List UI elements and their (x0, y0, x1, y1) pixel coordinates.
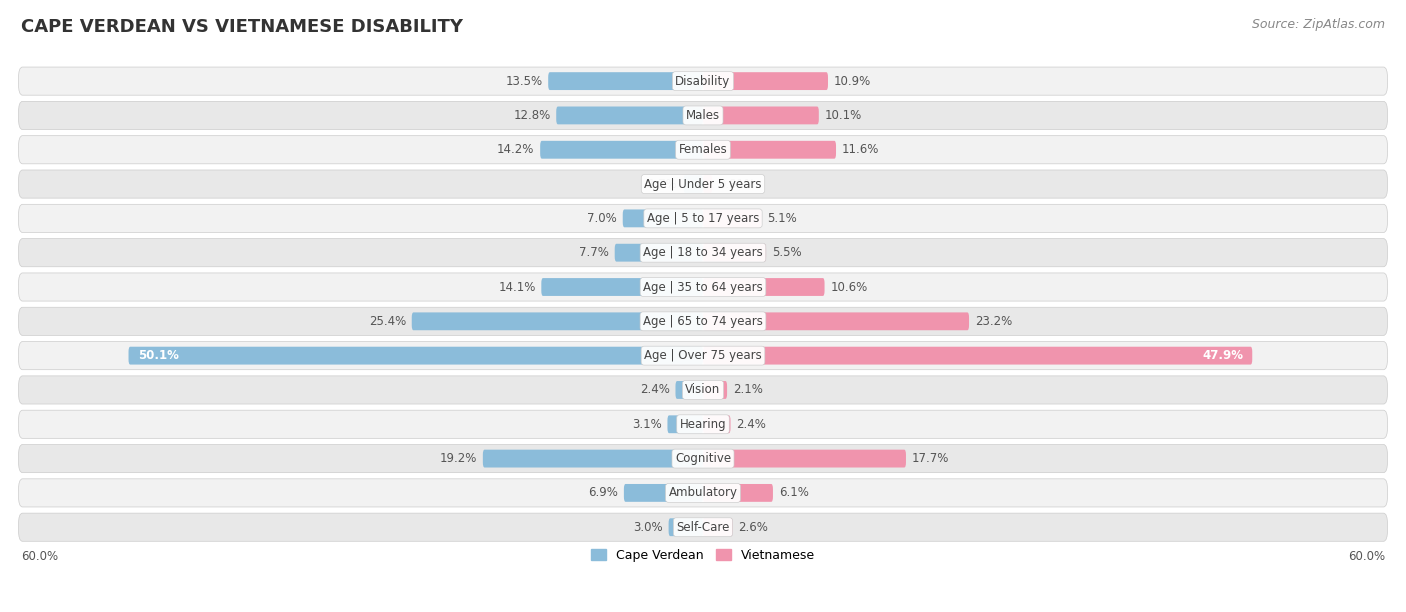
FancyBboxPatch shape (703, 106, 818, 124)
Text: Vision: Vision (685, 384, 721, 397)
FancyBboxPatch shape (18, 136, 1388, 164)
Text: 10.6%: 10.6% (831, 280, 868, 294)
Text: Age | 5 to 17 years: Age | 5 to 17 years (647, 212, 759, 225)
Text: 5.5%: 5.5% (772, 246, 801, 259)
Text: Source: ZipAtlas.com: Source: ZipAtlas.com (1251, 18, 1385, 31)
FancyBboxPatch shape (703, 312, 969, 330)
Text: 6.9%: 6.9% (588, 487, 619, 499)
FancyBboxPatch shape (703, 416, 731, 433)
Text: Age | 18 to 34 years: Age | 18 to 34 years (643, 246, 763, 259)
Text: Age | Under 5 years: Age | Under 5 years (644, 177, 762, 190)
Text: 11.6%: 11.6% (842, 143, 879, 156)
FancyBboxPatch shape (18, 444, 1388, 472)
FancyBboxPatch shape (541, 278, 703, 296)
Text: 25.4%: 25.4% (368, 315, 406, 328)
Text: Disability: Disability (675, 75, 731, 88)
FancyBboxPatch shape (128, 347, 703, 365)
FancyBboxPatch shape (482, 450, 703, 468)
Text: 5.1%: 5.1% (768, 212, 797, 225)
Text: Cognitive: Cognitive (675, 452, 731, 465)
Text: CAPE VERDEAN VS VIETNAMESE DISABILITY: CAPE VERDEAN VS VIETNAMESE DISABILITY (21, 18, 463, 36)
FancyBboxPatch shape (18, 513, 1388, 541)
Text: 14.2%: 14.2% (498, 143, 534, 156)
FancyBboxPatch shape (18, 239, 1388, 267)
Text: 19.2%: 19.2% (440, 452, 477, 465)
FancyBboxPatch shape (18, 410, 1388, 438)
Text: 3.0%: 3.0% (633, 521, 662, 534)
Text: 17.7%: 17.7% (911, 452, 949, 465)
Text: Females: Females (679, 143, 727, 156)
FancyBboxPatch shape (703, 72, 828, 90)
Text: 3.1%: 3.1% (631, 418, 662, 431)
Text: 10.1%: 10.1% (824, 109, 862, 122)
Text: 0.81%: 0.81% (718, 177, 755, 190)
Text: 10.9%: 10.9% (834, 75, 870, 88)
FancyBboxPatch shape (703, 244, 766, 261)
FancyBboxPatch shape (18, 67, 1388, 95)
Text: 6.1%: 6.1% (779, 487, 808, 499)
Text: 2.6%: 2.6% (738, 521, 769, 534)
FancyBboxPatch shape (623, 209, 703, 227)
Text: 13.5%: 13.5% (505, 75, 543, 88)
Text: 23.2%: 23.2% (974, 315, 1012, 328)
Text: Hearing: Hearing (679, 418, 727, 431)
FancyBboxPatch shape (18, 102, 1388, 130)
FancyBboxPatch shape (412, 312, 703, 330)
FancyBboxPatch shape (614, 244, 703, 261)
FancyBboxPatch shape (703, 347, 1253, 365)
FancyBboxPatch shape (18, 204, 1388, 233)
Text: 12.8%: 12.8% (513, 109, 551, 122)
FancyBboxPatch shape (703, 450, 905, 468)
FancyBboxPatch shape (668, 416, 703, 433)
FancyBboxPatch shape (703, 175, 713, 193)
FancyBboxPatch shape (18, 341, 1388, 370)
Text: 50.1%: 50.1% (138, 349, 179, 362)
FancyBboxPatch shape (675, 381, 703, 399)
Text: Age | 35 to 64 years: Age | 35 to 64 years (643, 280, 763, 294)
FancyBboxPatch shape (703, 278, 824, 296)
Text: 1.7%: 1.7% (648, 177, 678, 190)
FancyBboxPatch shape (703, 209, 762, 227)
FancyBboxPatch shape (703, 518, 733, 536)
Text: 47.9%: 47.9% (1202, 349, 1243, 362)
FancyBboxPatch shape (540, 141, 703, 159)
Legend: Cape Verdean, Vietnamese: Cape Verdean, Vietnamese (586, 544, 820, 567)
FancyBboxPatch shape (18, 479, 1388, 507)
FancyBboxPatch shape (669, 518, 703, 536)
Text: Age | 65 to 74 years: Age | 65 to 74 years (643, 315, 763, 328)
Text: 7.0%: 7.0% (588, 212, 617, 225)
FancyBboxPatch shape (624, 484, 703, 502)
Text: 2.4%: 2.4% (640, 384, 669, 397)
FancyBboxPatch shape (18, 273, 1388, 301)
Text: 60.0%: 60.0% (21, 550, 58, 562)
Text: 2.4%: 2.4% (737, 418, 766, 431)
FancyBboxPatch shape (18, 307, 1388, 335)
Text: 7.7%: 7.7% (579, 246, 609, 259)
Text: Age | Over 75 years: Age | Over 75 years (644, 349, 762, 362)
Text: 2.1%: 2.1% (733, 384, 762, 397)
FancyBboxPatch shape (18, 170, 1388, 198)
FancyBboxPatch shape (703, 484, 773, 502)
Text: Males: Males (686, 109, 720, 122)
FancyBboxPatch shape (703, 141, 837, 159)
FancyBboxPatch shape (683, 175, 703, 193)
Text: Ambulatory: Ambulatory (668, 487, 738, 499)
FancyBboxPatch shape (18, 376, 1388, 404)
Text: 60.0%: 60.0% (1348, 550, 1385, 562)
Text: Self-Care: Self-Care (676, 521, 730, 534)
Text: 14.1%: 14.1% (498, 280, 536, 294)
FancyBboxPatch shape (557, 106, 703, 124)
FancyBboxPatch shape (548, 72, 703, 90)
FancyBboxPatch shape (703, 381, 727, 399)
